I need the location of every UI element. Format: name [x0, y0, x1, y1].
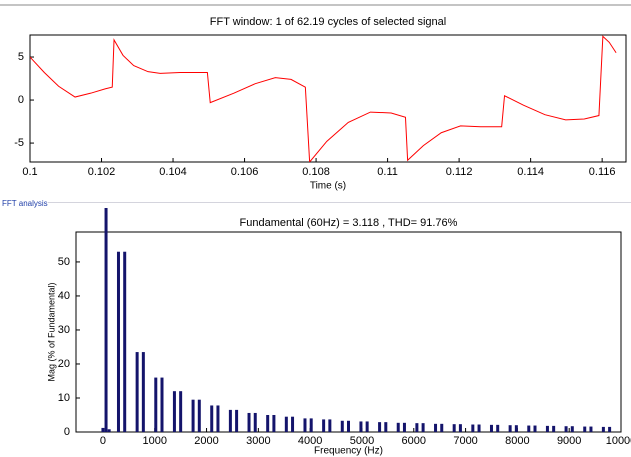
x-tick-label: 0.1	[22, 166, 37, 178]
y-tick-label: 30	[58, 324, 70, 336]
bar	[415, 423, 419, 432]
bar	[365, 421, 369, 432]
marks	[101, 208, 612, 432]
bar	[253, 412, 257, 432]
bar	[284, 416, 288, 432]
bar	[402, 422, 406, 432]
bar	[123, 251, 127, 432]
bar	[589, 426, 593, 432]
bar	[141, 352, 145, 432]
bar	[309, 418, 313, 432]
bar	[160, 377, 164, 432]
bar	[583, 426, 587, 432]
panel-label: FFT analysis	[2, 199, 48, 208]
bar	[228, 409, 232, 432]
x-tick-label: 0.102	[88, 166, 116, 178]
bar	[210, 405, 214, 432]
bar	[458, 424, 462, 432]
x-tick-label: 6000	[402, 435, 426, 447]
x-tick-label: 5000	[350, 435, 374, 447]
bar	[116, 251, 120, 432]
y-tick-label: -5	[14, 137, 24, 149]
bar	[421, 423, 425, 432]
plot-area	[75, 231, 622, 433]
x-tick-label: 1000	[143, 435, 167, 447]
y-tick-label: 0	[18, 94, 24, 106]
y-axis-label: Mag (% of Fundamental)	[46, 282, 56, 381]
bar	[247, 412, 251, 432]
x-tick-label: 0.104	[159, 166, 187, 178]
x-tick-label: 0.112	[446, 166, 473, 178]
bar	[508, 425, 512, 432]
bar	[564, 426, 568, 432]
bar	[514, 425, 518, 432]
y-tick-label: 10	[58, 392, 70, 404]
bar	[452, 424, 456, 432]
x-tick-label: 9000	[557, 435, 581, 447]
bar	[608, 426, 612, 432]
panel-label-bg	[0, 199, 48, 209]
chart-title: Fundamental (60Hz) = 3.118 , THD= 91.76%	[240, 217, 458, 229]
bar	[527, 425, 531, 432]
y-tick-label: 40	[58, 290, 70, 302]
x-axis-label: Time (s)	[310, 181, 346, 192]
bar	[434, 423, 438, 432]
x-tick-label: 4000	[298, 435, 322, 447]
bar	[104, 208, 108, 432]
bar	[291, 416, 295, 432]
bar	[172, 391, 176, 432]
y-tick-label: 0	[64, 426, 70, 438]
x-tick-label: 0	[100, 435, 106, 447]
plot-area	[29, 34, 627, 163]
x-tick-label: 3000	[246, 435, 270, 447]
marks	[30, 35, 617, 162]
bar	[384, 422, 388, 432]
y-tick-label: 20	[58, 358, 70, 370]
y-tick-label: 50	[58, 256, 70, 268]
bar	[303, 418, 307, 432]
bar	[347, 420, 350, 432]
bar	[328, 419, 332, 432]
bar	[266, 414, 270, 432]
bar	[552, 425, 556, 432]
y-tick-label: 5	[18, 51, 24, 63]
x-tick-label: 7000	[453, 435, 477, 447]
bar	[489, 424, 493, 432]
bar	[340, 420, 344, 432]
bar	[533, 425, 537, 432]
bar	[191, 399, 195, 432]
chart-title: FFT window: 1 of 62.19 cycles of selecte…	[210, 16, 446, 28]
bar	[216, 405, 220, 432]
bar	[197, 399, 201, 432]
bar	[396, 422, 400, 432]
bar	[272, 414, 276, 432]
signal-line	[30, 35, 617, 162]
x-tick-label: 0.106	[231, 166, 259, 178]
x-tick-label: 0.114	[517, 166, 544, 178]
bar	[378, 422, 382, 432]
bar	[477, 424, 481, 432]
bar	[601, 426, 605, 432]
bar	[359, 421, 363, 432]
x-tick-label: 0.11	[377, 166, 398, 178]
x-tick-label: 0.116	[589, 166, 616, 178]
bar	[101, 427, 105, 432]
bar	[570, 426, 574, 432]
x-axis-label: Frequency (Hz)	[314, 446, 383, 457]
x-tick-label: 0.108	[302, 166, 330, 178]
bar	[179, 391, 183, 432]
bar	[496, 424, 500, 432]
bar	[235, 409, 239, 432]
bar	[107, 429, 111, 432]
bar	[135, 352, 139, 432]
bar	[471, 424, 475, 432]
bar	[440, 423, 444, 432]
bar	[154, 377, 158, 432]
x-tick-label: 2000	[194, 435, 218, 447]
x-tick-label: 8000	[505, 435, 529, 447]
bar	[322, 419, 326, 432]
bar	[545, 425, 549, 432]
